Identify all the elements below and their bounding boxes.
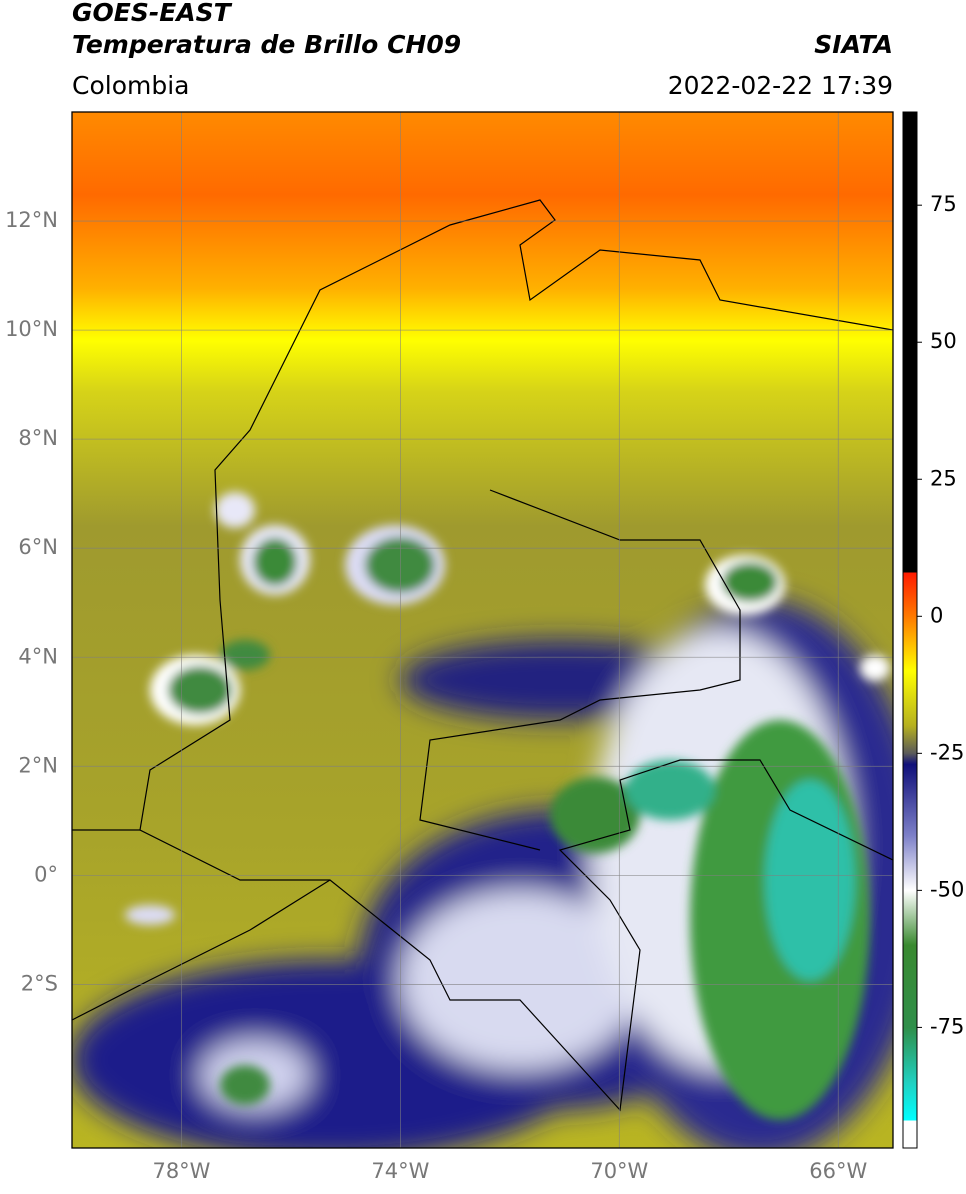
colorbar-tick-label: -75 — [930, 1014, 964, 1038]
region: Colombia — [72, 71, 189, 100]
datetime: 2022-02-22 17:39 — [668, 71, 893, 100]
colorbar-tick-label: -25 — [930, 740, 964, 764]
y-tick-label: 10°N — [5, 317, 58, 341]
y-tick-label: 0° — [34, 862, 58, 886]
y-tick-label: 4°N — [18, 644, 58, 668]
subtitle: Temperatura de Brillo CH09 — [72, 30, 461, 59]
colorbar-tick-label: -50 — [930, 877, 964, 901]
y-tick-label: 2°S — [21, 971, 58, 995]
satellite-image — [72, 112, 893, 1148]
y-tick-label: 6°N — [18, 535, 58, 559]
colorbar-tick-label: 25 — [930, 466, 957, 490]
x-tick-label: 74°W — [371, 1159, 429, 1183]
x-tick-label: 66°W — [809, 1159, 867, 1183]
title: GOES-EAST — [72, 0, 233, 27]
x-tick-label: 70°W — [590, 1159, 648, 1183]
colorbar-tick-label: 50 — [930, 329, 957, 353]
colorbar — [902, 111, 918, 1149]
graticule — [72, 112, 893, 1148]
map-frame — [71, 111, 894, 1149]
x-tick-label: 78°W — [152, 1159, 210, 1183]
colorbar-tick-label: 0 — [930, 603, 943, 627]
source: SIATA — [814, 30, 893, 59]
y-tick-label: 2°N — [18, 753, 58, 777]
colorbar-tick-label: 75 — [930, 192, 957, 216]
y-tick-label: 8°N — [18, 426, 58, 450]
y-tick-label: 12°N — [5, 208, 58, 232]
